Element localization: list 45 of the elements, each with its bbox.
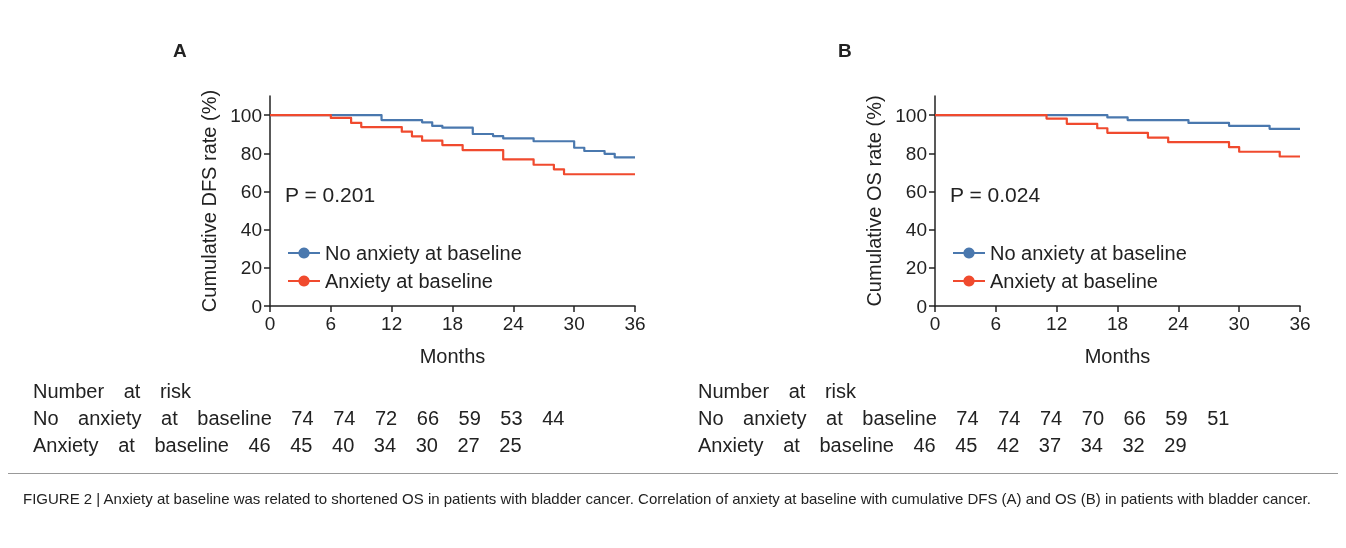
x-tick-label: 36 — [1289, 313, 1311, 334]
x-tick-label: 0 — [264, 313, 276, 334]
legend-label: No anxiety at baseline — [325, 242, 522, 264]
text: Number at risk — [33, 379, 193, 404]
y-tick-label: 60 — [240, 180, 262, 202]
chart-title: A — [173, 40, 187, 61]
x-tick-label: 24 — [1167, 313, 1190, 334]
x-tick-label: 6 — [990, 313, 1002, 334]
chart-title: B — [838, 40, 852, 61]
x-tick-label: 30 — [1228, 313, 1250, 334]
text: Anxiety at baseline 46 45 40 34 30 27 25 — [33, 433, 523, 458]
y-tick-label: 0 — [251, 295, 262, 317]
y-tick-label: 100 — [895, 104, 927, 126]
x-tick-label: 18 — [1106, 313, 1129, 334]
x-tick-label: 30 — [563, 313, 585, 334]
legend-label: No anxiety at baseline — [990, 242, 1187, 264]
x-axis-title: Months — [419, 345, 486, 367]
text: Number at risk — [698, 379, 858, 404]
x-tick-label: 18 — [441, 313, 464, 334]
annotation: P = 0.024 — [950, 183, 1041, 206]
x-tick-label: 24 — [502, 313, 525, 334]
caption: FIGURE 2 | Anxiety at baseline was related to shortened OS in patients with bladder cancer. Correlation of anxiety at baseline with cumulative DFS (A) and OS (B) in patients with bladder cancer. — [23, 489, 1312, 509]
y-tick-label: 80 — [240, 142, 262, 164]
y-tick-label: 60 — [905, 180, 927, 202]
x-tick-label: 6 — [325, 313, 337, 334]
annotation: P = 0.201 — [285, 183, 376, 206]
y-tick-label: 100 — [230, 104, 262, 126]
x-tick-label: 36 — [624, 313, 646, 334]
x-tick-label: 12 — [1046, 313, 1068, 334]
y-tick-label: 80 — [905, 142, 927, 164]
legend-label: Anxiety at baseline — [325, 270, 493, 292]
text: No anxiety at baseline 74 74 72 66 59 53 44 — [33, 406, 566, 431]
y-tick-label: 20 — [240, 257, 262, 279]
x-axis-title: Months — [1084, 345, 1151, 367]
y-tick-label: 40 — [905, 219, 927, 241]
y-axis-title: Cumulative DFS rate (%) — [198, 89, 221, 313]
y-tick-label: 40 — [240, 219, 262, 241]
legend-label: Anxiety at baseline — [990, 270, 1158, 292]
text: No anxiety at baseline 74 74 74 70 66 59 51 — [698, 406, 1231, 431]
x-tick-label: 0 — [929, 313, 941, 334]
y-axis-title: Cumulative OS rate (%) — [863, 95, 886, 307]
x-tick-label: 12 — [381, 313, 403, 334]
y-tick-label: 20 — [905, 257, 927, 279]
text: Anxiety at baseline 46 45 42 37 34 32 29 — [698, 433, 1188, 458]
y-tick-label: 0 — [916, 295, 927, 317]
